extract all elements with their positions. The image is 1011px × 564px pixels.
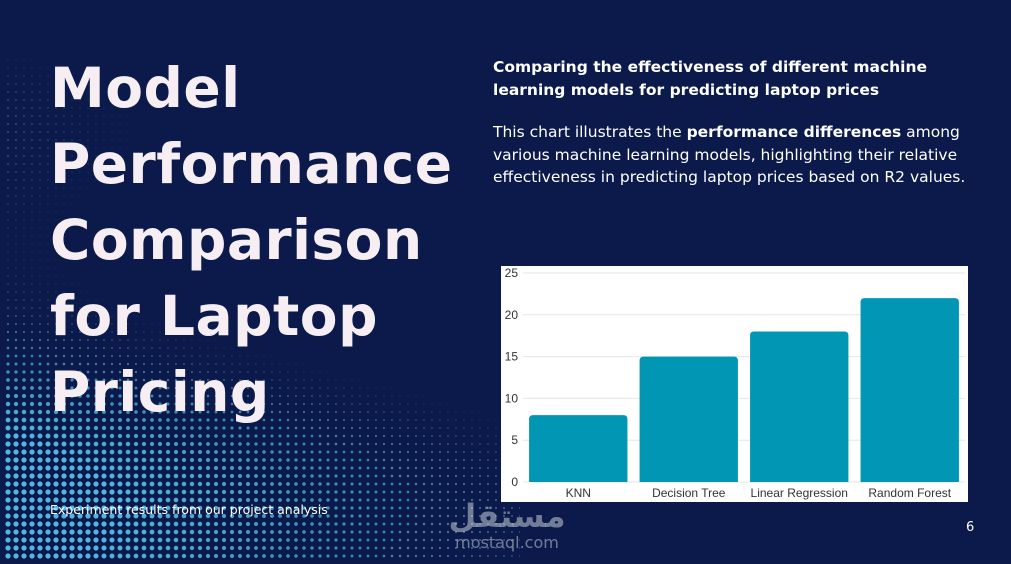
footnote: Experiment results from our project anal… bbox=[50, 502, 328, 517]
y-tick-label: 5 bbox=[511, 433, 518, 447]
x-tick-label: KNN bbox=[566, 486, 591, 500]
y-tick-label: 10 bbox=[505, 391, 519, 405]
slide-subtitle: Comparing the effectiveness of different… bbox=[493, 58, 928, 99]
y-tick-label: 25 bbox=[505, 266, 519, 280]
x-tick-label: Decision Tree bbox=[652, 486, 726, 500]
bar bbox=[639, 356, 738, 482]
bar bbox=[750, 331, 849, 482]
bar-chart-svg: 0 5 10 15 20 25 KNN Decision Tree Linear Regress… bbox=[505, 266, 965, 500]
watermark-arabic: مستقل bbox=[448, 497, 566, 535]
description-text-end: among various machine learning models, h… bbox=[493, 123, 966, 186]
y-tick-label: 15 bbox=[505, 350, 519, 364]
watermark: مستقل mostaql.com bbox=[443, 498, 571, 552]
bar-chart: 0 5 10 15 20 25 KNN Decision Tree Linear Regress… bbox=[501, 266, 968, 502]
slide-title: Model Performance Comparison for Laptop … bbox=[50, 56, 453, 424]
bar bbox=[860, 298, 959, 482]
y-tick-label: 20 bbox=[505, 308, 519, 322]
watermark-latin: mostaql.com bbox=[455, 533, 559, 552]
description-emphasis: performance differences bbox=[686, 123, 902, 141]
page-number: 6 bbox=[966, 520, 975, 535]
y-tick-label: 0 bbox=[511, 475, 518, 489]
x-tick-label: Random Forest bbox=[868, 486, 951, 500]
bar bbox=[529, 415, 628, 482]
description-text-start: This chart illustrates the bbox=[493, 123, 687, 141]
x-tick-label: Linear Regression bbox=[751, 486, 848, 500]
slide-description: This chart illustrates the performance d… bbox=[493, 121, 973, 189]
